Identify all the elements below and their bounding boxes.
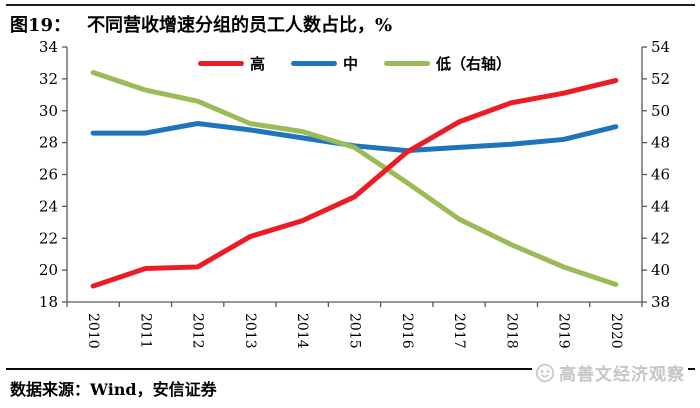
x-axis-tick-label: 2013 [242,313,258,349]
top-divider [6,4,695,6]
x-axis-tick-label: 2010 [85,313,101,349]
watermark: 高善文经济观察 [532,360,688,385]
legend-label: 高 [249,55,265,73]
legend-swatch [384,61,430,66]
left-axis-tick-label: 24 [39,197,58,215]
left-axis-tick-label: 32 [39,70,58,88]
right-axis-tick-label: 52 [651,70,670,88]
bottom-divider [6,368,695,370]
legend-item: 高 [197,53,265,74]
x-axis-tick-label: 2014 [294,313,310,349]
legend: 高 中 低（右轴） [67,53,642,74]
x-axis-tick-label: 2011 [137,313,153,349]
legend-swatch [290,61,337,66]
right-axis-tick-label: 54 [651,38,670,56]
legend-label: 低（右轴） [436,55,512,73]
x-axis-tick-label: 2016 [399,313,415,349]
line-chart: 3432302826242220185452504846444240382010… [39,38,670,349]
face-logo-icon [535,363,555,382]
series-line-低（右轴） [90,70,619,287]
figure-number: 图19： [10,15,72,36]
left-axis-tick-label: 22 [39,229,58,247]
right-axis-tick-label: 44 [651,197,670,215]
left-axis-tick-label: 26 [39,166,58,184]
x-axis-tick-label: 2017 [451,313,467,349]
figure-title: 图19： 不同营收增速分组的员工人数占比，% [10,11,392,37]
x-axis-tick-label: 2019 [556,313,572,349]
legend-swatch [197,61,244,66]
left-axis-tick-label: 20 [39,261,58,279]
figure-title-text: 不同营收增速分组的员工人数占比，% [87,15,393,36]
legend-item: 低（右轴） [384,53,511,74]
x-axis-tick-label: 2012 [190,313,206,349]
x-axis-tick-label: 2015 [347,313,363,349]
right-axis-tick-label: 42 [651,229,670,247]
left-axis-tick-label: 28 [39,134,58,152]
x-axis-tick-label: 2018 [503,313,519,349]
data-source-text: 数据来源：Wind，安信证券 [10,380,217,399]
right-axis-tick-label: 38 [651,293,670,311]
legend-item: 中 [290,53,358,74]
right-axis-tick-label: 48 [651,134,670,152]
left-axis-tick-label: 30 [39,102,58,120]
legend-label: 中 [342,55,358,73]
right-axis-tick-label: 50 [651,102,670,120]
watermark-text: 高善文经济观察 [559,365,685,385]
right-axis-tick-label: 46 [651,166,670,184]
x-axis-tick-label: 2020 [608,313,624,349]
series-line-高 [90,77,619,289]
left-axis-tick-label: 18 [39,293,58,311]
right-axis-tick-label: 40 [651,261,670,279]
left-axis-tick-label: 34 [39,38,58,56]
